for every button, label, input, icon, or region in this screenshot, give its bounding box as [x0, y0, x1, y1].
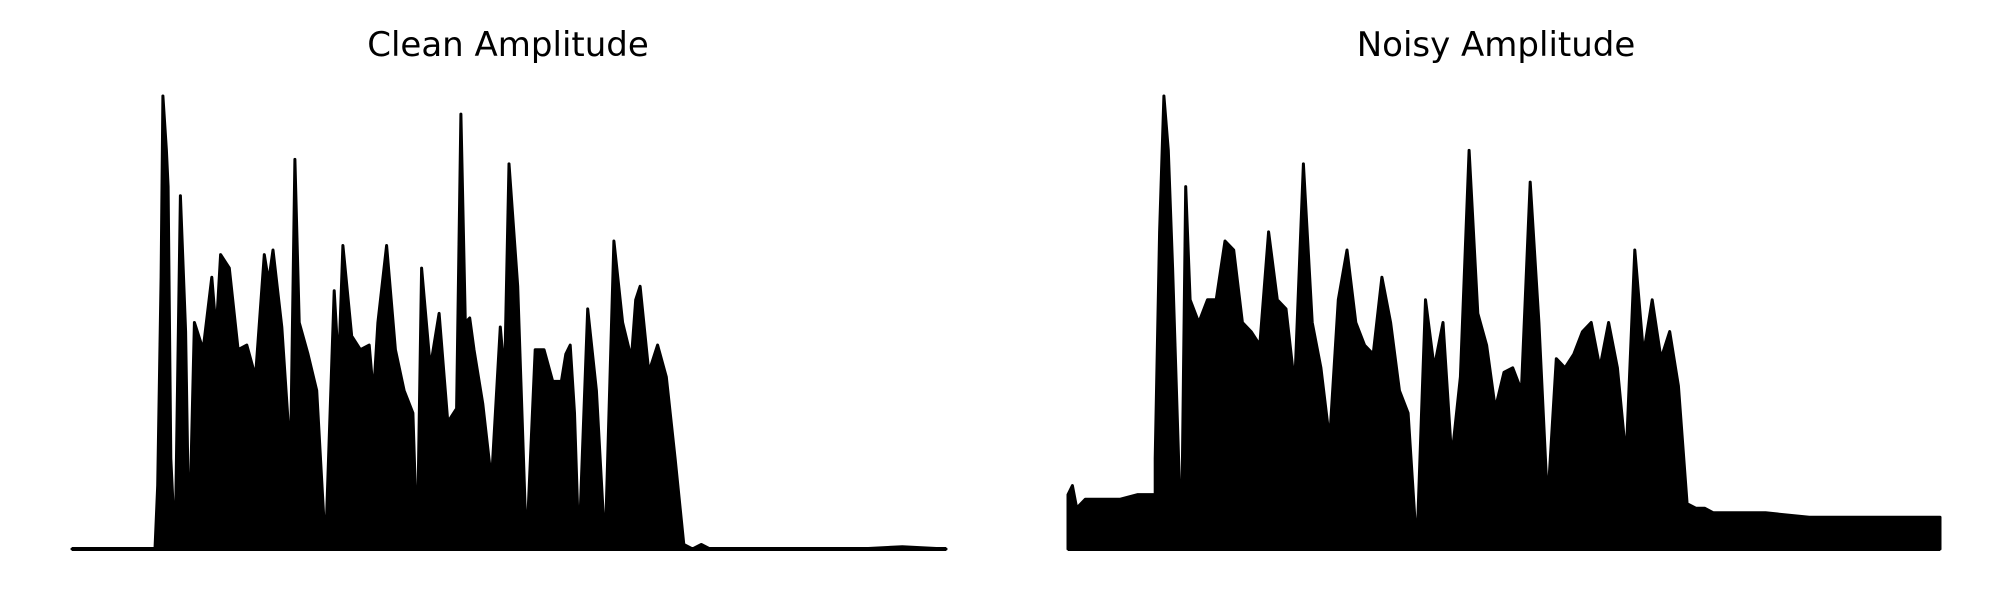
clean-amplitude-plot-area — [70, 94, 948, 551]
clean-amplitude-title: Clean Amplitude — [367, 25, 649, 65]
noisy-amplitude-plot-area — [1066, 94, 1942, 551]
noisy-amplitude-title: Noisy Amplitude — [1357, 25, 1636, 65]
clean-amplitude-panel: Clean Amplitude — [70, 25, 948, 551]
noisy-amplitude-envelope — [1066, 94, 1942, 551]
clean-amplitude-envelope — [70, 94, 948, 551]
noisy-amplitude-panel: Noisy Amplitude — [1066, 25, 1942, 551]
